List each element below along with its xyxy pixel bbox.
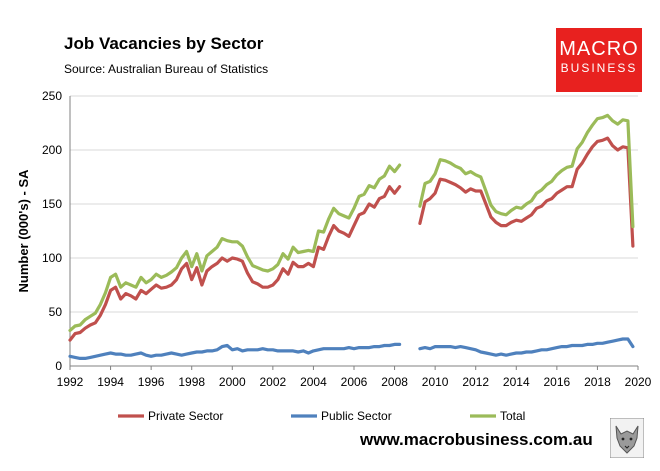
y-tick-label-250: 250 xyxy=(42,89,62,103)
series-line-private-sector-2 xyxy=(418,136,635,248)
x-tick-label-2006: 2006 xyxy=(341,375,368,389)
logo-line-2: BUSINESS xyxy=(560,61,638,75)
x-tick-label-2014: 2014 xyxy=(503,375,530,389)
x-tick-label-2000: 2000 xyxy=(219,375,246,389)
x-tick-label-2010: 2010 xyxy=(422,375,449,389)
legend-label-private-sector: Private Sector xyxy=(148,409,223,423)
y-tick-label-100: 100 xyxy=(42,251,62,265)
x-tick-label-1992: 1992 xyxy=(57,375,84,389)
y-tick-label-150: 150 xyxy=(42,197,62,211)
website-url: www.macrobusiness.com.au xyxy=(360,430,593,449)
series-line-total-2 xyxy=(418,113,635,229)
logo-line-1: MACRO xyxy=(559,38,639,60)
wolf-head-icon xyxy=(610,418,644,458)
series-line-total-1 xyxy=(68,163,402,332)
series-line-private-sector-1 xyxy=(68,185,402,342)
x-tick-label-1998: 1998 xyxy=(178,375,205,389)
x-tick-label-2018: 2018 xyxy=(584,375,611,389)
x-tick-label-2002: 2002 xyxy=(260,375,287,389)
x-tick-label-2012: 2012 xyxy=(462,375,489,389)
y-tick-label-0: 0 xyxy=(55,359,62,373)
series-line-public-sector-1 xyxy=(68,342,402,360)
x-tick-label-2004: 2004 xyxy=(300,375,327,389)
series-line-public-sector-2 xyxy=(418,337,635,357)
legend-label-total: Total xyxy=(500,409,525,423)
y-axis-label: Number (000's) - SA xyxy=(16,169,31,293)
macro-business-logo: MACRO BUSINESS xyxy=(556,28,642,92)
x-tick-label-2020: 2020 xyxy=(625,375,652,389)
x-tick-label-2008: 2008 xyxy=(381,375,408,389)
x-tick-label-2016: 2016 xyxy=(544,375,571,389)
chart-subtitle: Source: Australian Bureau of Statistics xyxy=(64,62,269,76)
legend-label-public-sector: Public Sector xyxy=(321,409,392,423)
chart-title: Job Vacancies by Sector xyxy=(64,34,264,53)
x-tick-label-1994: 1994 xyxy=(97,375,124,389)
x-tick-label-1996: 1996 xyxy=(138,375,165,389)
y-tick-label-200: 200 xyxy=(42,143,62,157)
y-tick-label-50: 50 xyxy=(49,305,63,319)
